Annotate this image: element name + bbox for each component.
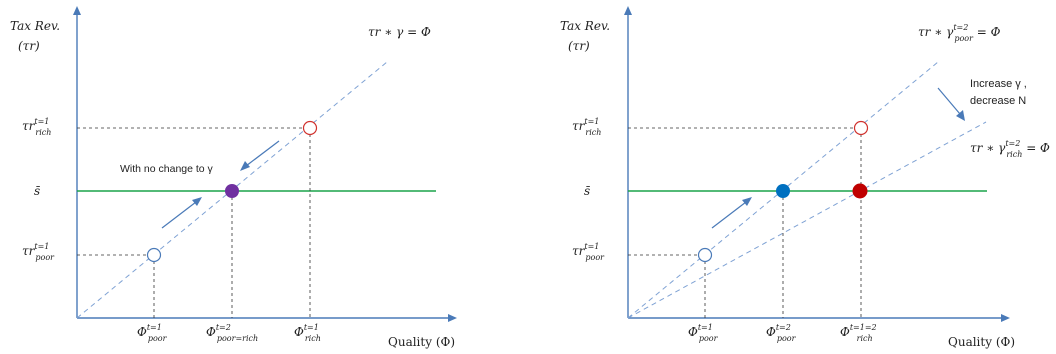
left-ytick-rich: τrt=1 rich: [22, 117, 51, 137]
right-y-axis-arrow-icon: [624, 6, 632, 15]
left-x-label: Quality (Φ): [388, 335, 455, 349]
left-y-label-line1: Tax Rev.: [10, 19, 60, 33]
left-xtick-equal: Φt=2 poor=rich: [206, 323, 258, 343]
right-ytick-rich: τrt=1 rich: [572, 117, 601, 137]
right-y-label-line2: (τr): [568, 39, 590, 53]
right-xtick-rich: Φt=1=2 rich: [840, 323, 877, 343]
right-ytick-sbar: s̄: [584, 184, 591, 198]
left-arrow-down-head-icon: [240, 161, 250, 171]
right-xtick-poor-t1: Φt=1 poor: [688, 323, 719, 343]
left-y-axis-arrow-icon: [73, 6, 81, 15]
right-gamma-rich-line: [627, 121, 987, 319]
right-x-label: Quality (Φ): [948, 335, 1015, 349]
right-equation-rich: τr ∗ γt=2 rich = Φ: [970, 139, 1050, 159]
right-point-rich-t2: [852, 183, 868, 199]
right-arrow-rotate: [937, 87, 961, 115]
left-xtick-rich: Φt=1 rich: [294, 323, 321, 343]
right-arrow-up-head-icon: [742, 197, 752, 206]
left-xtick-poor: Φt=1 poor: [137, 323, 168, 343]
left-y-label-line2: (τr): [18, 39, 40, 53]
left-chart: Tax Rev. (τr) τrt=1 rich s̄ τrt=1 poor Φt=…: [10, 6, 457, 349]
right-annotation-line1: Increase γ ,: [970, 78, 1027, 90]
right-point-poor-t2: [776, 184, 790, 198]
left-arrow-up: [161, 201, 197, 229]
right-arrow-rotate-head-icon: [956, 110, 965, 121]
right-equation-poor: τr ∗ γt=2 poor = Φ: [918, 23, 1001, 43]
left-ytick-sbar: s̄: [34, 184, 41, 198]
right-arrow-up: [711, 201, 747, 229]
right-y-label-line1: Tax Rev.: [560, 19, 610, 33]
left-x-axis-arrow-icon: [448, 314, 457, 322]
left-point-poor-t1: [146, 247, 162, 263]
right-point-rich-t1: [853, 120, 869, 136]
right-ytick-poor: τrt=1 poor: [572, 242, 605, 262]
left-arrow-up-head-icon: [192, 197, 202, 206]
right-annotation-line2: decrease N: [970, 95, 1026, 107]
left-point-equal-t2: [225, 184, 239, 198]
right-chart: Tax Rev. (τr) τrt=1 rich s̄ τrt=1 poor Φt=…: [560, 6, 1050, 349]
right-point-poor-t1: [697, 247, 713, 263]
right-xtick-poor-t2: Φt=2 poor: [766, 323, 797, 343]
left-equation: τr ∗ γ = Φ: [368, 25, 431, 39]
left-arrow-down: [245, 140, 280, 167]
left-point-rich-t1: [302, 120, 318, 136]
left-ytick-poor: τrt=1 poor: [22, 242, 55, 262]
right-x-axis-arrow-icon: [1001, 314, 1010, 322]
left-annotation: With no change to γ: [120, 163, 214, 175]
